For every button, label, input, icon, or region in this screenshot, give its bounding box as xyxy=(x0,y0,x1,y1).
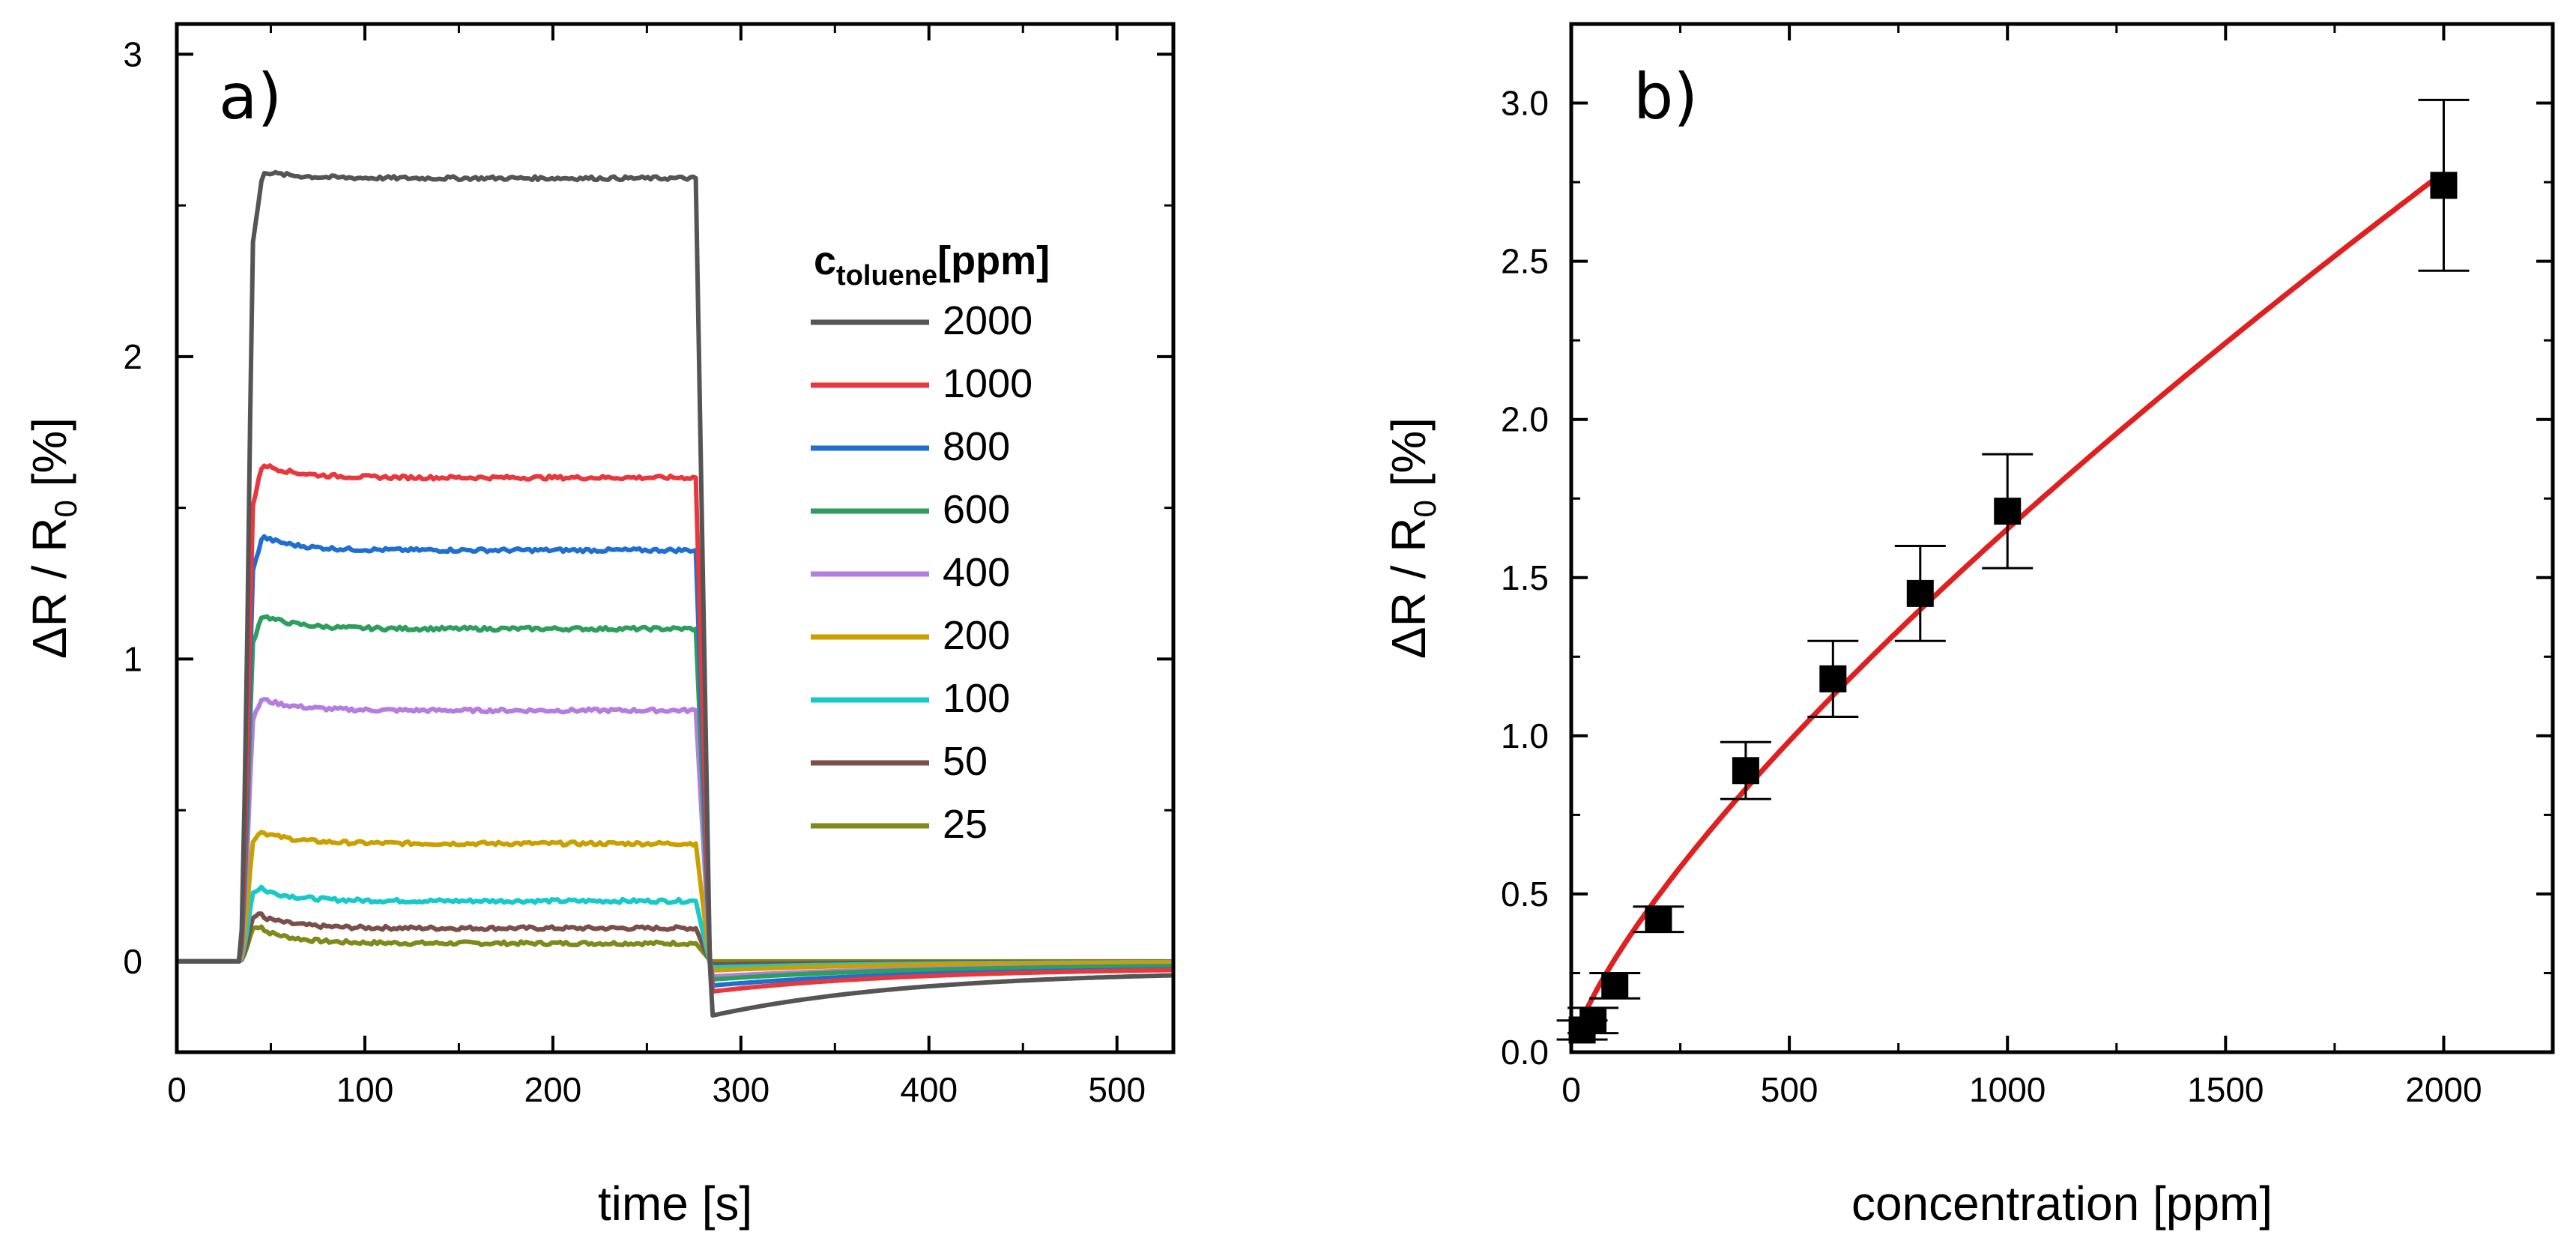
panel-a-ytick-label: 0 xyxy=(123,942,142,981)
data-marker xyxy=(1645,905,1672,933)
series-200-line xyxy=(177,830,1173,973)
data-marker xyxy=(1601,972,1629,1000)
legend-title-sub: toluene xyxy=(836,260,937,292)
panel-b-fit xyxy=(1579,172,2443,1021)
panel-b-xtick-label: 1500 xyxy=(2187,1070,2264,1109)
panel-b-ytick-label: 0.0 xyxy=(1501,1033,1549,1072)
data-marker xyxy=(1819,665,1847,692)
panel-b-ytick-label: 2.5 xyxy=(1501,242,1549,281)
panel-a-ylabel-suffix: [%] xyxy=(22,417,76,500)
legend-title: ctoluene[ppm] xyxy=(814,238,1050,292)
fit-curve xyxy=(1579,172,2443,1021)
series-25-line xyxy=(177,924,1173,964)
panel-b-ytick-label: 2.0 xyxy=(1501,400,1549,439)
panel-b-frame xyxy=(1569,22,2555,1054)
panel-b-ylabel-sub: 0 xyxy=(1407,500,1442,517)
panel-b-ylabel: ΔR / R0 [%] xyxy=(1382,417,1442,659)
panel-a-xtick-label: 100 xyxy=(336,1070,394,1109)
legend-label-100: 100 xyxy=(943,676,1010,721)
panel-b-ytick-label: 0.5 xyxy=(1501,875,1549,914)
legend-label-50: 50 xyxy=(943,739,988,784)
panel-a-xtick-label: 200 xyxy=(524,1070,582,1109)
panel-a-xlabel: time [s] xyxy=(598,1177,752,1231)
panel-b: 0 500 1000 1500 2000 0.0 0.5 1.0 1.5 2.0 2.5 3.0 b)… xyxy=(1382,22,2555,1231)
panel-a-xtick-label: 0 xyxy=(167,1070,187,1109)
legend-label-800: 800 xyxy=(943,424,1010,469)
panel-b-ylabel-suffix: [%] xyxy=(1382,417,1436,500)
data-point-200 xyxy=(1633,905,1684,934)
panel-a-series xyxy=(177,169,1173,1018)
data-point-1000 xyxy=(1982,453,2034,570)
panel-a-ylabel-sub: 0 xyxy=(48,500,83,517)
data-point-400 xyxy=(1720,740,1771,800)
data-point-2000 xyxy=(2418,98,2470,272)
panel-a-ytick-label: 1 xyxy=(123,639,142,678)
panel-a-xtick-label: 500 xyxy=(1088,1070,1146,1109)
panel-a-ylabel-main: ΔR / R xyxy=(22,518,76,659)
legend-label-200: 200 xyxy=(943,613,1010,658)
panel-b-ylabel-main: ΔR / R xyxy=(1382,518,1436,659)
legend-title-suffix: [ppm] xyxy=(937,238,1050,283)
panel-b-points xyxy=(1556,98,2470,1044)
data-marker xyxy=(1732,757,1759,785)
panel-b-label: b) xyxy=(1633,60,1698,133)
series-800-line xyxy=(177,534,1173,988)
data-point-800 xyxy=(1894,545,1946,642)
panel-b-xtick-label: 1000 xyxy=(1969,1070,2046,1109)
legend-title-main: c xyxy=(814,238,836,283)
panel-b-ytick-label: 1.5 xyxy=(1501,558,1549,597)
panel-a-legend: ctoluene[ppm] 2000 1000 800 600 400 200 100 50 2… xyxy=(811,238,1050,847)
panel-b-xtick-label: 2000 xyxy=(2405,1070,2482,1109)
legend-label-2000: 2000 xyxy=(943,298,1032,343)
panel-b-xtick-label: 0 xyxy=(1561,1070,1581,1109)
panel-a-xtick-label: 300 xyxy=(712,1070,770,1109)
panel-a-ylabel: ΔR / R0 [%] xyxy=(22,417,83,659)
series-600-line xyxy=(177,614,1173,982)
data-point-50 xyxy=(1567,1006,1619,1035)
panel-b-ytick-label: 3.0 xyxy=(1501,84,1549,123)
panel-b-ticks: 0 500 1000 1500 2000 0.0 0.5 1.0 1.5 2.0 2.5 3.0 xyxy=(1501,22,2554,1109)
panel-b-ytick-label: 1.0 xyxy=(1501,716,1549,755)
legend-label-400: 400 xyxy=(943,550,1010,595)
panel-a-ticks: 0 100 200 300 400 500 0 1 2 3 xyxy=(123,24,1173,1109)
panel-a-xtick-label: 400 xyxy=(900,1070,958,1109)
series-2000-line xyxy=(177,169,1173,1018)
series-400-line xyxy=(177,697,1173,979)
panel-a-ytick-label: 2 xyxy=(123,337,142,376)
panel-a-frame xyxy=(175,22,1176,1054)
data-marker xyxy=(1579,1006,1607,1034)
data-point-600 xyxy=(1807,639,1859,719)
panel-a-label: a) xyxy=(219,60,282,133)
legend-label-600: 600 xyxy=(943,487,1010,532)
panel-a-ytick-label: 3 xyxy=(123,34,142,73)
data-marker xyxy=(1994,498,2022,525)
data-marker xyxy=(1906,579,1934,607)
panel-b-xlabel: concentration [ppm] xyxy=(1851,1177,2273,1231)
series-1000-line xyxy=(177,463,1173,994)
data-marker xyxy=(2430,172,2458,199)
legend-label-1000: 1000 xyxy=(943,361,1032,406)
panel-b-xtick-label: 500 xyxy=(1761,1070,1818,1109)
data-point-100 xyxy=(1589,971,1641,1000)
legend-label-25: 25 xyxy=(943,802,988,847)
